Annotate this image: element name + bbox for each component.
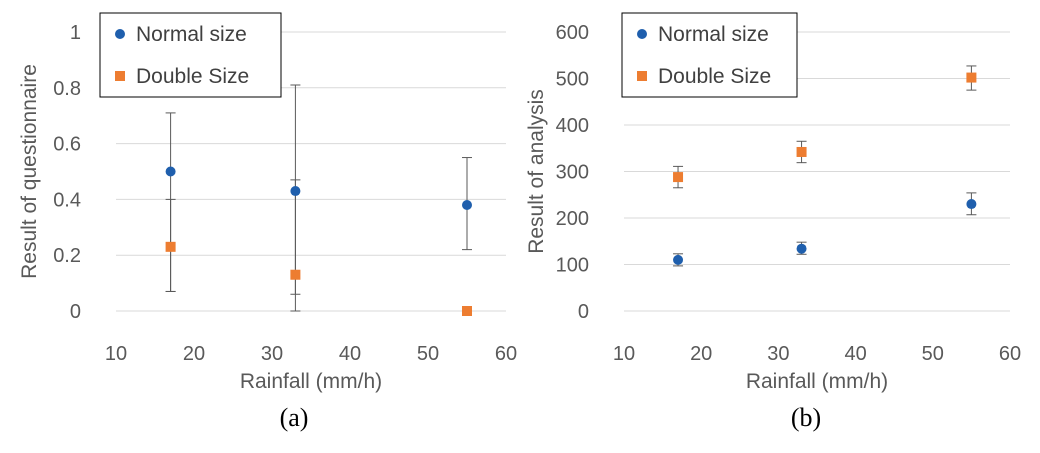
legend-label: Normal size (136, 23, 247, 46)
y-tick-label: 400 (556, 115, 589, 137)
legend-label: Double Size (136, 65, 249, 88)
x-tick-label: 10 (613, 343, 635, 365)
x-tick-label: 20 (690, 343, 712, 365)
x-tick-label: 30 (767, 343, 789, 365)
x-tick-label: 50 (417, 343, 439, 365)
x-tick-label: 60 (495, 343, 517, 365)
double-size-point (290, 269, 301, 280)
y-tick-label: 300 (556, 162, 589, 184)
normal-size-point (290, 186, 301, 197)
y-tick-label: 200 (556, 208, 589, 230)
y-tick-label: 1 (70, 22, 81, 44)
double-size-point (462, 306, 472, 316)
y-axis-title: Result of questionnaire (18, 64, 41, 279)
y-tick-label: 0 (70, 301, 81, 323)
chart-b: 0 100 200 300 400 500 600 10 20 30 40 50 60 Rainfall … (525, 12, 1021, 432)
y-tick-label: 0.6 (53, 134, 81, 156)
legend-marker-circle (637, 29, 647, 39)
x-tick-label: 40 (844, 343, 866, 365)
y-tick-label: 600 (556, 22, 589, 44)
y-axis-title: Result of analysis (525, 89, 548, 254)
double-size-point (673, 172, 684, 183)
double-size-point (796, 146, 807, 157)
legend-label: Double Size (658, 65, 771, 88)
legend-marker-circle (115, 29, 125, 39)
normal-size-point (462, 199, 472, 210)
double-size-point (165, 241, 176, 252)
normal-size-point (165, 166, 176, 177)
y-tick-label: 0.4 (53, 189, 81, 211)
legend: Normal size Double Size (99, 12, 282, 98)
legend-marker-square (637, 71, 647, 81)
y-tick-label: 100 (556, 255, 589, 277)
normal-size-point (966, 199, 977, 210)
y-tick-label: 500 (556, 69, 589, 91)
x-tick-label: 50 (922, 343, 944, 365)
y-tick-label: 0.2 (53, 245, 81, 267)
x-tick-label: 30 (261, 343, 283, 365)
x-tick-label: 60 (999, 343, 1021, 365)
normal-size-point (796, 243, 807, 254)
y-tick-label: 0.8 (53, 78, 81, 100)
x-axis-title: Rainfall (mm/h) (746, 370, 888, 393)
chart-caption: (b) (791, 403, 821, 432)
x-tick-label: 10 (105, 343, 127, 365)
legend-box (621, 12, 798, 98)
chart-caption: (a) (280, 403, 309, 432)
x-axis-title: Rainfall (mm/h) (240, 370, 382, 393)
legend-marker-square (115, 71, 125, 81)
chart-a: 0 0.2 0.4 0.6 0.8 1 10 20 30 40 50 60 Rainfall (mm/h… (18, 12, 517, 432)
y-tick-label: 0 (578, 301, 589, 323)
legend-label: Normal size (658, 23, 769, 46)
x-tick-label: 20 (183, 343, 205, 365)
x-tick-label: 40 (339, 343, 361, 365)
normal-size-point (673, 254, 684, 265)
legend: Normal size Double Size (621, 12, 798, 98)
double-size-point (966, 72, 977, 83)
legend-box (99, 12, 282, 98)
